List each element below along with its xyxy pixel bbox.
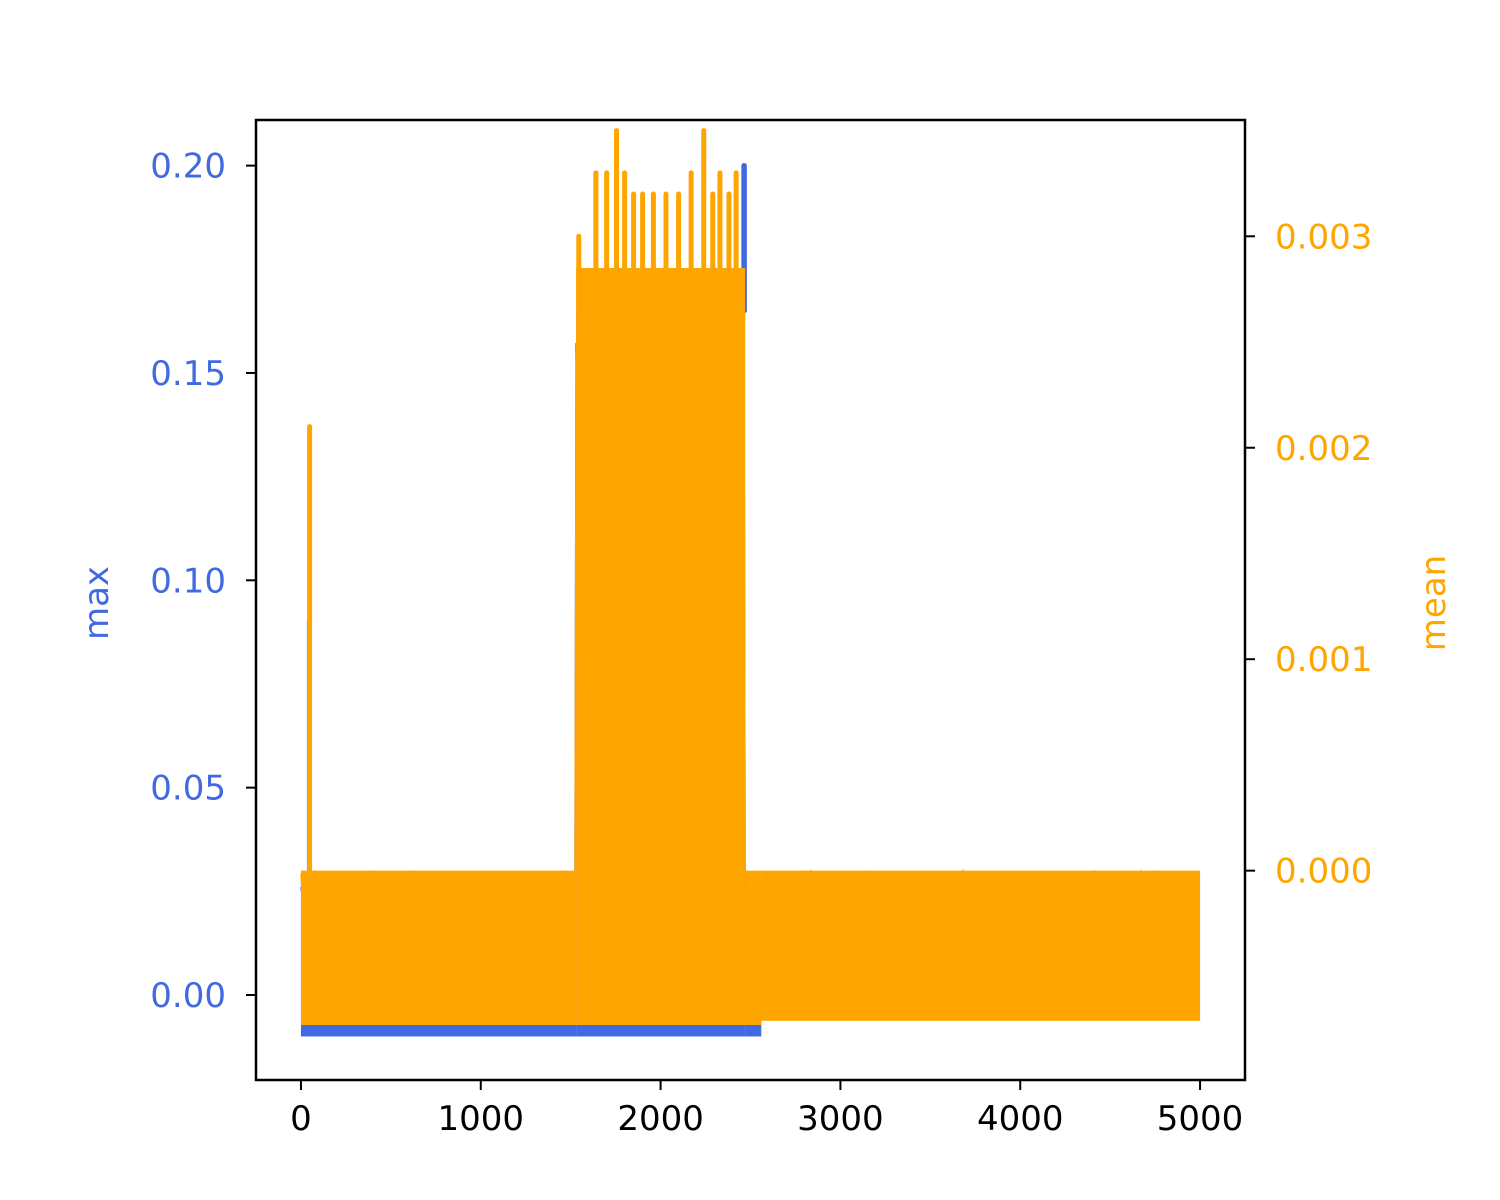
plot-frame [254,118,1247,1082]
left-axis-title: max [77,566,117,640]
x-tick-label-3: 3000 [797,1099,884,1139]
series-max-noise [300,311,1200,903]
x-tick-label-4: 4000 [977,1099,1064,1139]
left-tick-label-0: 0.00 [150,976,226,1016]
x-tick-label-2: 2000 [617,1099,704,1139]
left-tick-label-2: 0.10 [150,561,226,601]
left-tick-label-1: 0.05 [150,769,226,809]
axes-layer: 0 1000 2000 3000 4000 5000 0.00 0.05 0.10 0.15 0.2… [150,147,1372,1139]
series-mean-band-2 [745,870,762,1026]
right-tick-label-1: 0.001 [1275,640,1372,680]
series-mean-band-3 [761,870,1201,1021]
left-tick-label-4: 0.20 [150,147,226,187]
x-tick-label-1: 1000 [438,1099,525,1139]
x-tick-label-5: 5000 [1157,1099,1244,1139]
series-mean-band-0 [300,870,577,1026]
series-mean-band-1 [576,268,746,1026]
left-tick-label-3: 0.15 [150,354,226,394]
series-mean-noise [300,270,1200,896]
x-tick-label-0: 0 [290,1099,312,1139]
right-axis-title: mean [1414,555,1454,651]
series-layer [300,128,1201,1037]
right-tick-label-0: 0.000 [1275,852,1372,892]
right-tick-label-2: 0.002 [1275,429,1372,469]
series-mean [300,128,1201,1026]
right-tick-label-3: 0.003 [1275,217,1372,257]
